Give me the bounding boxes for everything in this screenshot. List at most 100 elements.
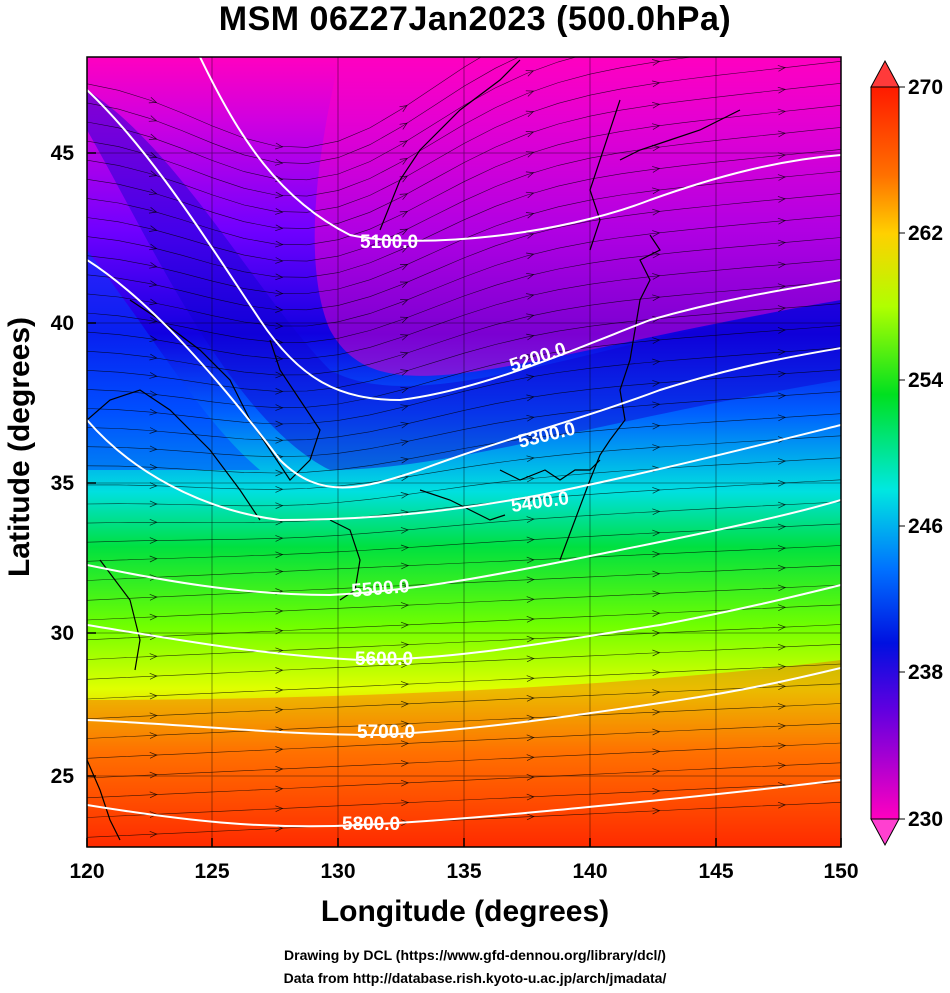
streamline bbox=[87, 281, 841, 376]
streamline-arrow bbox=[652, 294, 661, 302]
streamline-arrow bbox=[652, 358, 661, 366]
streamline-arrow bbox=[149, 372, 158, 379]
streamline-arrow bbox=[778, 44, 785, 50]
streamline-arrow bbox=[652, 273, 661, 280]
streamline-arrow bbox=[526, 354, 535, 361]
streamline-arrow bbox=[525, 90, 535, 97]
streamline-arrow bbox=[777, 174, 786, 181]
streamline-arrow bbox=[526, 596, 535, 603]
streamline-arrow bbox=[275, 191, 284, 199]
streamline-arrow bbox=[652, 0, 659, 1]
streamline-arrow bbox=[149, 298, 158, 306]
streamline-arrow bbox=[149, 225, 158, 232]
streamline-arrow bbox=[399, 193, 409, 200]
streamline-arrow bbox=[275, 469, 284, 477]
streamline-arrow bbox=[400, 582, 410, 590]
streamline-arrow bbox=[149, 791, 158, 799]
streamline-arrow bbox=[399, 281, 409, 288]
streamline-arrow bbox=[652, 768, 661, 775]
streamline bbox=[87, 742, 841, 779]
streamline-arrow bbox=[400, 661, 410, 669]
streamline-arrow bbox=[149, 262, 158, 269]
credit-data-source: Data from http://database.rish.kyoto-u.a… bbox=[283, 970, 667, 986]
streamline-arrow bbox=[275, 224, 284, 232]
contour-5400 bbox=[87, 419, 841, 522]
streamline-arrow bbox=[526, 536, 535, 544]
streamline-arrow bbox=[652, 337, 661, 344]
streamline-arrow bbox=[149, 335, 158, 343]
streamline bbox=[87, 413, 841, 474]
streamline-arrow bbox=[149, 445, 158, 453]
contour-5100 bbox=[199, 57, 841, 242]
streamline-arrow bbox=[652, 508, 661, 516]
streamline-arrow bbox=[652, 807, 661, 815]
streamline-arrow bbox=[526, 615, 535, 623]
streamline bbox=[87, 545, 841, 581]
streamline-arrow bbox=[777, 283, 786, 291]
streamline-arrow bbox=[275, 568, 284, 576]
streamline-arrow bbox=[399, 264, 409, 271]
streamline-arrow bbox=[525, 191, 535, 199]
streamline-arrow bbox=[777, 86, 786, 94]
streamline-arrow bbox=[275, 355, 284, 362]
streamline-arrow bbox=[525, 212, 535, 219]
streamline bbox=[87, 604, 841, 641]
streamline-arrow bbox=[777, 305, 786, 312]
streamline-arrow bbox=[652, 230, 661, 237]
streamline-arrow bbox=[275, 404, 284, 411]
streamline-arrow bbox=[148, 152, 158, 159]
streamline-arrow bbox=[526, 435, 535, 442]
streamline-arrow bbox=[275, 420, 284, 428]
streamline-arrow bbox=[526, 293, 535, 300]
streamline-arrow bbox=[777, 564, 787, 572]
map-title: MSM 06Z27Jan2023 (500.0hPa) bbox=[218, 0, 732, 38]
streamline-arrow bbox=[149, 732, 158, 739]
streamline-arrow bbox=[399, 157, 408, 165]
streamline-arrow bbox=[148, 133, 158, 140]
streamline-arrow bbox=[400, 562, 410, 570]
streamline-arrow bbox=[149, 653, 158, 660]
streamline-arrow bbox=[652, 610, 661, 617]
x-tick-label: 145 bbox=[698, 860, 733, 883]
streamline bbox=[87, 57, 520, 164]
colorbar-min-arrow bbox=[870, 818, 900, 847]
y-tick-label: 25 bbox=[51, 765, 75, 788]
streamline-arrow bbox=[149, 537, 158, 544]
colorbar: 270 262 254 246 238 230 bbox=[870, 59, 943, 847]
streamline-arrow bbox=[526, 714, 535, 722]
contour-label-5100: 5100.0 bbox=[360, 232, 418, 253]
streamline-arrow bbox=[652, 101, 661, 109]
streamline-arrow bbox=[525, 151, 535, 158]
streamline-arrow bbox=[526, 30, 534, 36]
x-tick-label: 120 bbox=[69, 860, 104, 883]
streamline bbox=[87, 624, 841, 660]
streamline-arrow bbox=[777, 217, 786, 225]
colorbar-tick-label: 270 bbox=[908, 76, 943, 99]
streamline-arrow bbox=[652, 649, 661, 657]
streamline-arrow bbox=[148, 115, 158, 122]
streamline bbox=[87, 501, 841, 543]
streamline-arrow bbox=[400, 779, 410, 787]
streamline-arrow bbox=[777, 624, 787, 631]
streamline-arrow bbox=[148, 188, 158, 196]
streamline-arrow bbox=[275, 436, 284, 444]
streamline-arrow bbox=[148, 97, 158, 104]
streamline-arrow bbox=[275, 667, 284, 674]
x-tick-label: 125 bbox=[194, 860, 229, 883]
streamline bbox=[87, 565, 841, 601]
y-axis-label: Latitude (degrees) bbox=[3, 316, 36, 578]
streamline-arrow bbox=[526, 50, 534, 56]
streamline-arrow bbox=[652, 590, 661, 598]
streamline-arrow bbox=[652, 550, 661, 558]
streamline-arrow bbox=[525, 131, 535, 138]
streamline-arrow bbox=[400, 369, 409, 376]
streamline-arrow bbox=[526, 272, 535, 280]
streamline-arrow bbox=[149, 500, 158, 508]
streamline-arrow bbox=[525, 171, 535, 178]
streamline-arrow bbox=[399, 140, 408, 148]
streamline-arrow bbox=[526, 734, 535, 742]
streamline bbox=[87, 723, 841, 759]
streamline-arrow bbox=[526, 374, 535, 381]
streamline-arrow bbox=[526, 754, 535, 761]
